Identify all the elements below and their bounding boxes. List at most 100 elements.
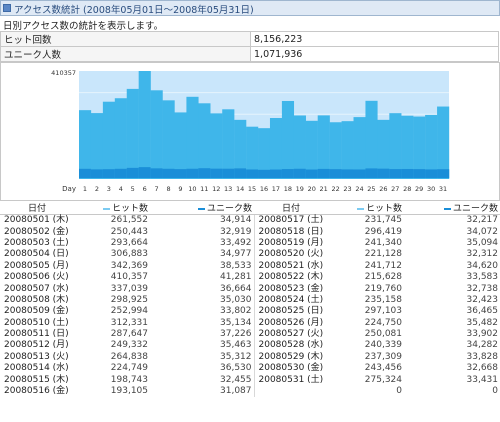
table-row: 20080509 (金) 252,994 33,802 20080525 (日) 297… (0, 306, 500, 318)
row-date: 20080528 (水) (258, 340, 324, 351)
x-tick-label: 10 (188, 185, 196, 193)
summary-table: ヒット回数 8,156,223 ユニーク人数 1,071,936 (0, 31, 499, 62)
row-hits: 231,745 (364, 215, 402, 226)
row-date: 20080509 (金) (4, 306, 69, 317)
row-date: 20080505 (月) (4, 260, 69, 271)
unique-bar (126, 167, 139, 178)
row-unique: 35,312 (150, 351, 255, 364)
row-date: 20080501 (木) (4, 215, 69, 226)
unique-bar (114, 168, 127, 178)
row-hits: 312,331 (110, 317, 148, 328)
row-hits: 243,456 (364, 363, 402, 374)
row-date: 20080529 (木) (258, 351, 324, 362)
col-date: 日付 (0, 200, 74, 215)
row-hits: 241,712 (364, 260, 402, 271)
row-date: 20080508 (木) (4, 294, 69, 305)
row-unique: 34,282 (466, 340, 499, 351)
unique-legend-swatch (197, 207, 205, 210)
x-tick-label: 14 (236, 185, 244, 193)
page-title: アクセス数統計 (2008年05月01日～2008年05月31日) (14, 5, 254, 16)
hits-bar (174, 112, 187, 179)
page-description: 日別アクセス数の統計を表示します。 (3, 21, 164, 32)
row-unique: 32,738 (466, 283, 499, 294)
x-tick-label: 21 (320, 185, 328, 193)
row-unique: 32,919 (150, 226, 255, 238)
hits-bar (281, 100, 295, 179)
row-date: 20080526 (月) (258, 317, 324, 328)
hits-bar (341, 121, 354, 179)
unique-bar (234, 168, 247, 178)
unique-bar (186, 168, 199, 178)
hits-bar (79, 110, 92, 179)
hits-bar (114, 98, 127, 179)
unique-bar (79, 168, 92, 178)
row-unique: 32,455 (150, 374, 255, 386)
x-tick-label: 31 (439, 185, 447, 193)
x-tick-label: 17 (272, 185, 280, 193)
row-hits: 275,324 (364, 374, 402, 385)
hits-bar (437, 106, 450, 179)
x-tick-label: 1 (83, 185, 87, 193)
daily-access-chart: 1 2 3 4 5 6 7 8 9 10 11 12 13 14 15 16 17 18 19 20 21 22 23 24 2… (0, 62, 500, 201)
row-unique: 37,226 (150, 328, 255, 341)
hits-bar (329, 122, 342, 179)
table-row: 20080505 (月) 342,369 38,533 20080521 (水) 241… (0, 260, 500, 272)
unique-bar (365, 168, 378, 178)
summary-value: 1,071,936 (250, 46, 499, 62)
hits-bar (317, 115, 330, 179)
unique-bar (222, 168, 235, 178)
x-tick-label: 2 (95, 185, 99, 193)
table-row: 20080516 (金) 193,105 31,087 0 0 (0, 385, 500, 398)
table-row: 20080504 (日) 306,883 34,977 20080520 (火) 221… (0, 249, 500, 261)
x-tick-label: 9 (178, 185, 182, 193)
unique-bar (174, 169, 187, 178)
x-tick-label: 22 (331, 185, 339, 193)
unique-legend-swatch (443, 207, 451, 210)
x-tick-label: 12 (212, 185, 220, 193)
hits-bar (258, 128, 271, 179)
col-hits: ヒット数 (328, 200, 404, 215)
col-hits-label: ヒット数 (365, 204, 402, 214)
hits-bar (198, 103, 211, 179)
row-unique: 34,072 (466, 226, 499, 237)
row-hits: 193,105 (110, 386, 148, 397)
row-hits: 237,309 (364, 351, 402, 362)
x-tick-label: 30 (427, 185, 435, 193)
hits-bar (90, 113, 104, 179)
row-hits: 296,419 (364, 226, 402, 237)
row-date: 20080524 (土) (258, 294, 324, 305)
row-hits: 219,760 (364, 283, 402, 294)
x-tick-label: 16 (260, 185, 268, 193)
row-unique: 34,914 (150, 214, 255, 227)
row-unique: 35,482 (466, 317, 499, 328)
summary-label: ヒット回数 (0, 31, 251, 47)
col-unique: ユニーク数 (150, 200, 254, 215)
hits-bar (377, 119, 390, 179)
row-hits: 298,925 (110, 294, 148, 305)
daily-table-header: 日付 ヒット数 ユニーク数 日付 ヒット数 ユニーク数 (0, 200, 500, 215)
unique-bar (198, 168, 211, 178)
hits-bar (413, 116, 426, 179)
x-tick-label: 6 (143, 185, 147, 193)
hits-bar (126, 88, 139, 179)
row-unique: 33,583 (466, 272, 499, 283)
unique-bar (210, 168, 223, 178)
row-hits: 293,664 (110, 237, 148, 248)
daily-table-body: 20080501 (木) 261,552 34,914 20080517 (土) 231… (0, 214, 500, 398)
row-unique: 35,463 (150, 340, 255, 352)
row-date: 20080510 (土) (4, 317, 69, 328)
hits-bar (293, 115, 306, 179)
table-row: 20080507 (水) 337,039 36,664 20080523 (金) 219… (0, 283, 500, 295)
row-hits: 241,340 (364, 237, 402, 248)
row-unique: 35,094 (466, 237, 499, 248)
unique-bar (258, 169, 271, 178)
table-row: 20080512 (月) 249,332 35,463 20080528 (水) 240… (0, 340, 500, 352)
table-row: 20080503 (土) 293,664 33,492 20080519 (月) 241… (0, 237, 500, 250)
hits-bar (234, 119, 247, 179)
unique-bar (413, 169, 426, 178)
hits-bar (162, 100, 175, 179)
row-hits: 410,357 (110, 272, 148, 283)
row-date: 20080527 (火) (258, 329, 324, 340)
x-tick-label: 27 (391, 185, 399, 193)
row-unique: 33,902 (466, 329, 499, 340)
